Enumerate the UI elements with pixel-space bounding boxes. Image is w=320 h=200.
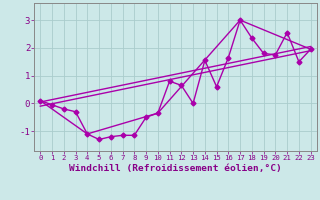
X-axis label: Windchill (Refroidissement éolien,°C): Windchill (Refroidissement éolien,°C)	[69, 164, 282, 173]
